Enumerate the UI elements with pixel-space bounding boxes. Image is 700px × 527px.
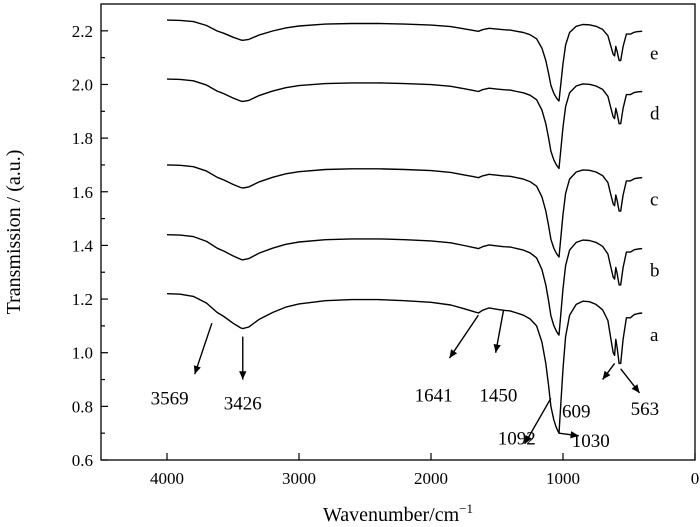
x-axis-title: Wavenumber/cm−1 [323,501,473,526]
y-tick-label: 1.4 [72,236,94,255]
annotation-arrow [448,314,479,359]
x-tick-label: 4000 [150,469,184,488]
spectrum-curve-d [166,78,643,170]
series-label-a: a [650,325,659,346]
y-tick-label: 2.0 [72,75,93,94]
annotation-label: 1092 [498,429,536,450]
y-tick-label: 1.2 [72,290,93,309]
y-tick-label: 1.6 [72,183,93,202]
x-axis-title-text: Wavenumber/cm [323,504,460,526]
annotation-arrowhead [193,365,201,375]
plot-frame [100,3,696,461]
y-tick-label: 2.2 [72,22,93,41]
x-tick-label: 0 [691,469,700,488]
spectrum-curve-c [166,164,643,258]
annotation-label: 1450 [479,386,517,407]
annotation-arrowhead [524,434,532,444]
annotation-arrowhead [602,370,611,380]
y-tick-label: 1.0 [72,344,93,363]
series-label-d: d [650,103,660,124]
axis-ticks [101,30,696,461]
series-label-e: e [650,43,658,64]
x-tick-label: 2000 [414,469,448,488]
annotation-arrowhead [449,349,458,359]
annotation-arrow [524,397,552,445]
tick-labels: 4000 3000 2000 1000 0 0.6 0.8 1.0 1.2 1.4 1.6 1.8 2.… [72,22,700,488]
series-label-c: c [650,190,658,211]
annotation-arrowhead [239,371,247,380]
annotation-arrow [194,322,213,375]
y-tick-label: 1.8 [72,129,93,148]
x-tick-label: 1000 [546,469,580,488]
series-label-b: b [650,261,660,282]
spectrum-curve-b [166,234,643,336]
y-tick-label: 0.8 [72,397,93,416]
annotation-arrowhead [631,384,640,393]
annotation-arrowhead [570,431,579,439]
x-axis-title-superscript: −1 [459,501,473,516]
annotation-label: 1030 [572,431,610,452]
annotation-label: 563 [631,399,660,420]
series-labels: a b c d e [650,43,660,346]
annotation-arrowhead [493,343,501,353]
spectrum-curve-e [166,19,643,102]
annotation-label: 609 [562,402,591,423]
annotation-label: 3569 [151,388,189,409]
spectra-curves [166,19,643,434]
y-tick-label: 0.6 [72,451,93,470]
peak-annotations: 3569 3426 1641 1450 1092 1030 609 563 [151,309,660,452]
annotation-label: 1641 [415,386,453,407]
x-tick-label: 3000 [282,469,316,488]
y-axis-title: Transmission / (a.u.) [3,150,25,315]
annotation-label: 3426 [224,394,262,415]
spectrum-curve-a [166,293,643,434]
